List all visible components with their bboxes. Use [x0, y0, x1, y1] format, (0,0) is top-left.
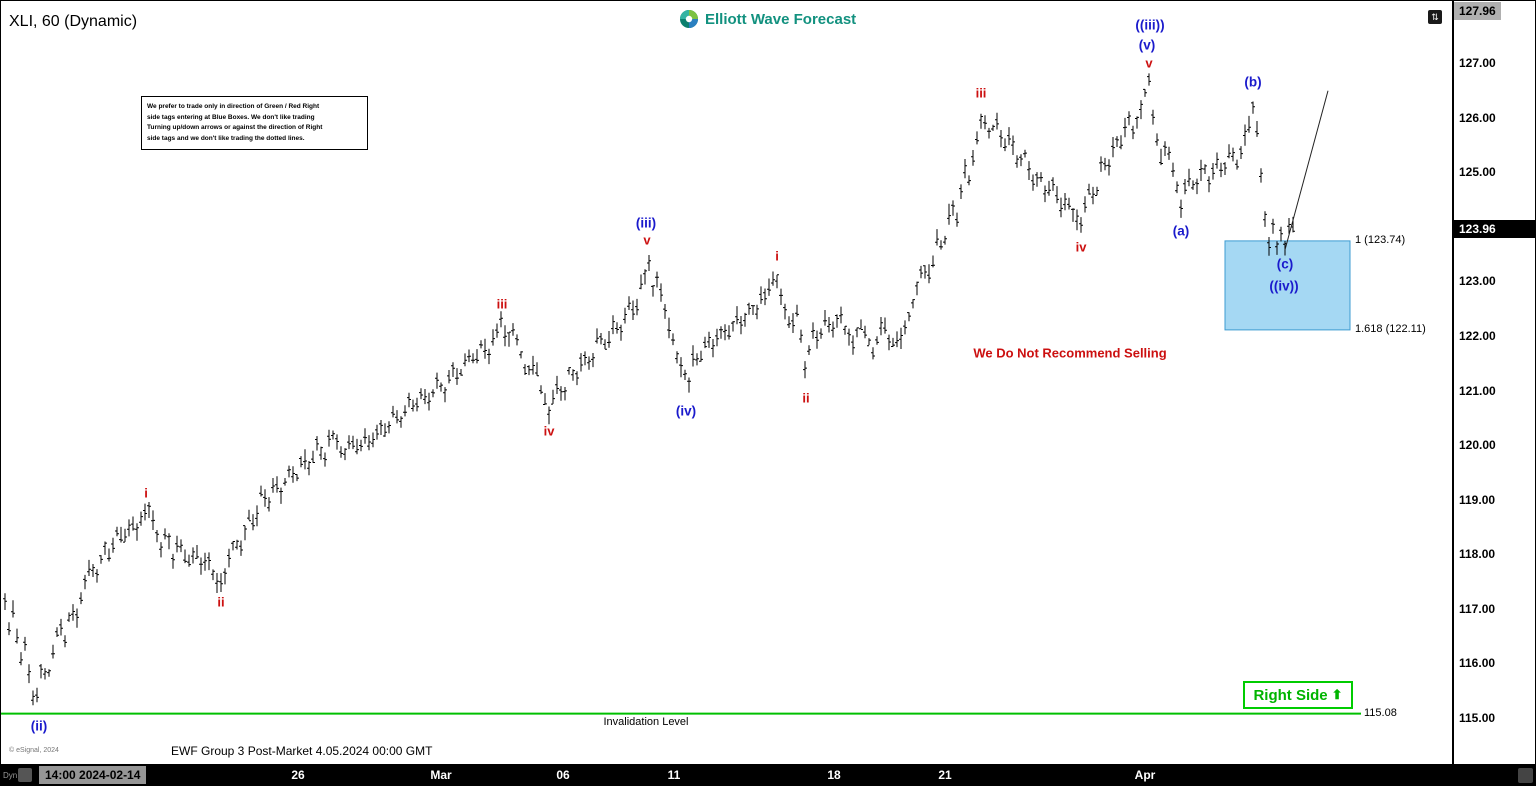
- time-axis-corner-icon[interactable]: [1518, 768, 1533, 783]
- projection-line: [1284, 90, 1329, 250]
- price-tick: 120.00: [1459, 438, 1496, 453]
- up-arrow-icon: ⬆: [1331, 687, 1343, 702]
- price-tick: 126.00: [1459, 110, 1496, 125]
- right-side-badge: Right Side ⬆: [1243, 681, 1353, 709]
- brand-logo: Elliott Wave Forecast: [679, 9, 856, 29]
- copyright-note: © eSignal, 2024: [9, 747, 59, 754]
- no-sell-note: We Do Not Recommend Selling: [973, 345, 1167, 361]
- price-tick: 119.00: [1459, 492, 1496, 507]
- price-tick: 117.00: [1459, 601, 1496, 616]
- price-chart-canvas[interactable]: [1, 1, 1450, 764]
- price-tick: 122.00: [1459, 328, 1496, 343]
- time-cursor-tag: 14:00 2024-02-14: [39, 766, 147, 784]
- chart-plot-area[interactable]: i ii iii iv v i ii iii iv v (ii) (iii) (iv) ((iii)) (v…: [1, 1, 1450, 764]
- fib-target-label-1: 1 (123.74): [1355, 233, 1406, 246]
- price-tick: 127.00: [1459, 56, 1496, 70]
- price-axis[interactable]: 127.96 123.96 127.00 126.00 125.00 123.00 12…: [1452, 1, 1535, 764]
- brand-globe-icon: [680, 10, 698, 28]
- invalidation-price-label: 115.08: [1364, 706, 1397, 719]
- fib-target-label-1618: 1.618 (122.11): [1355, 322, 1426, 335]
- price-tick: 125.00: [1459, 165, 1496, 180]
- time-tick: Mar: [430, 768, 452, 782]
- last-price-tag: 123.96: [1454, 219, 1535, 238]
- time-axis[interactable]: Dyn 14:00 2024-02-14 26 Mar 06 11 18 21 Apr: [1, 764, 1535, 785]
- price-tick: 116.00: [1459, 656, 1496, 671]
- disclaimer-box: We prefer to trade only in direction of …: [141, 96, 368, 150]
- price-tick: 121.00: [1459, 383, 1496, 398]
- price-tick: 115.00: [1459, 711, 1496, 725]
- time-axis-icon[interactable]: [18, 768, 32, 782]
- price-tick: 123.00: [1459, 274, 1496, 289]
- session-high-tag: 127.96: [1454, 2, 1501, 20]
- time-tick: 06: [556, 768, 570, 782]
- blue-box-target-zone: [1224, 240, 1351, 331]
- invalidation-label: Invalidation Level: [603, 716, 689, 728]
- footer-note: EWF Group 3 Post-Market 4.05.2024 00:00 …: [171, 744, 433, 758]
- time-tick: 18: [827, 768, 841, 782]
- right-side-text: Right Side: [1253, 686, 1328, 704]
- time-tick: 26: [291, 768, 305, 782]
- price-tick: 118.00: [1459, 547, 1496, 562]
- ohlc-bars: [3, 73, 1295, 706]
- time-tick: 21: [938, 768, 952, 782]
- symbol-title: XLI, 60 (Dynamic): [9, 13, 138, 30]
- time-tick: Apr: [1134, 768, 1156, 782]
- dyn-mode-label: Dyn: [3, 771, 18, 780]
- time-tick: 11: [667, 768, 681, 782]
- brand-name: Elliott Wave Forecast: [705, 10, 857, 28]
- scale-lock-icon[interactable]: ⇅: [1428, 10, 1442, 24]
